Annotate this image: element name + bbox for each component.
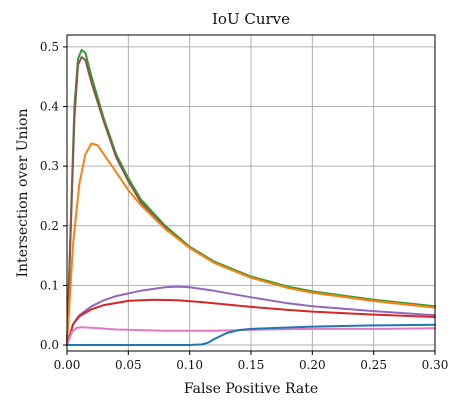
x-tick-label: 0.10 xyxy=(176,358,203,372)
series-line-4 xyxy=(66,285,436,346)
y-tick-label: 0.0 xyxy=(40,338,59,352)
series-line-5 xyxy=(66,298,436,346)
x-tick-label: 0.00 xyxy=(54,358,81,372)
x-tick-label: 0.25 xyxy=(360,358,387,372)
x-tick-label: 0.15 xyxy=(238,358,265,372)
chart-title: IoU Curve xyxy=(212,10,290,28)
ticks: 0.00 0.05 0.10 0.15 0.20 0.25 0.30 0.0 0.1 0.2 0.3… xyxy=(40,40,448,372)
y-tick-label: 0.5 xyxy=(40,40,59,54)
y-tick-label: 0.3 xyxy=(40,159,59,173)
series-line-7 xyxy=(66,323,436,346)
series-line-1 xyxy=(66,48,436,346)
x-tick-label: 0.20 xyxy=(299,358,326,372)
x-axis-label: False Positive Rate xyxy=(184,381,318,397)
series-lines xyxy=(66,48,436,346)
y-tick-label: 0.4 xyxy=(40,100,59,114)
y-axis-label: Intersection over Union xyxy=(15,109,31,278)
y-tick-label: 0.1 xyxy=(40,278,59,292)
series-line-3 xyxy=(66,142,436,346)
series-line-6 xyxy=(66,326,436,346)
grid xyxy=(66,35,436,351)
x-tick-label: 0.30 xyxy=(422,358,449,372)
y-tick-label: 0.2 xyxy=(40,219,59,233)
x-tick-label: 0.05 xyxy=(115,358,142,372)
